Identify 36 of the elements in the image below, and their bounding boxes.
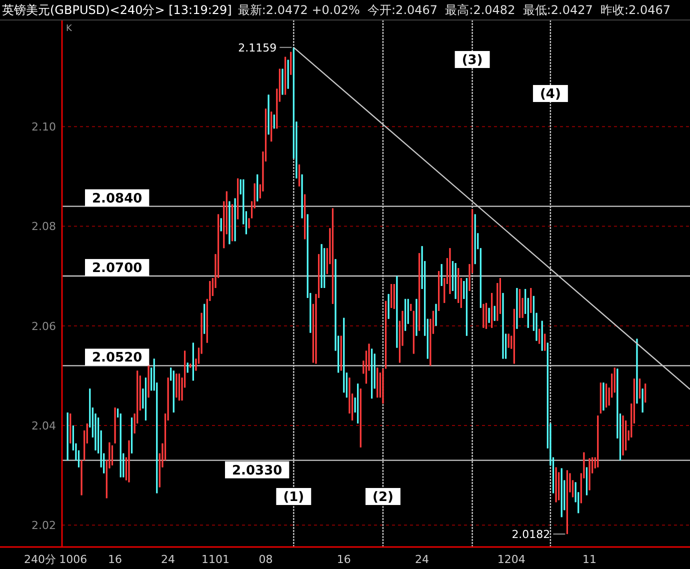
ref-line-label: 2.0520: [92, 350, 142, 366]
annotation: K: [66, 24, 72, 34]
ytick: 2.08: [32, 220, 56, 234]
ref-line-label: 2.0700: [92, 261, 142, 276]
xtick: 24: [161, 553, 176, 566]
xtick: 1101: [202, 553, 230, 566]
xtick: 08: [258, 553, 273, 566]
ref-label: 2.0330: [225, 461, 290, 478]
xtick: 11: [582, 553, 597, 566]
subtitle: 最新:2.0472 +0.02% 今开:2.0467 最高:2.0482 最低:2.0427 昨收:2.0467: [238, 3, 671, 17]
annotation: (1): [283, 490, 304, 505]
xtick: 1006: [59, 553, 88, 566]
annotation: (2): [366, 488, 400, 505]
title: 英镑美元(GBPUSD)<240分> [13:19:29]: [2, 3, 232, 17]
xtick: 24: [415, 553, 430, 566]
ref-label: 2.0840: [85, 189, 150, 206]
ref-label: 2.0520: [85, 348, 150, 366]
xtick: 1204: [497, 553, 526, 566]
ytick: 2.06: [32, 320, 56, 333]
ytick: 2.04: [32, 419, 56, 432]
annotation: (4): [532, 85, 568, 102]
annotation: (2): [372, 490, 394, 505]
xtick: 16: [108, 553, 122, 566]
annotation: 2.0182: [512, 528, 550, 542]
annotation: 2.1159: [238, 41, 277, 54]
annotation: (3): [454, 51, 490, 68]
ref-label: 2.0700: [85, 259, 150, 276]
ytick: 2.02: [32, 519, 56, 532]
annotation: 240分: [24, 553, 56, 566]
ytick: 2.10: [32, 120, 56, 134]
annotation: (4): [540, 87, 561, 102]
xtick: 16: [336, 553, 351, 566]
annotation: (3): [462, 53, 483, 68]
annotation: (1): [276, 488, 312, 505]
ref-line-label: 2.0840: [92, 191, 142, 206]
ref-line-label: 2.0330: [232, 463, 282, 478]
